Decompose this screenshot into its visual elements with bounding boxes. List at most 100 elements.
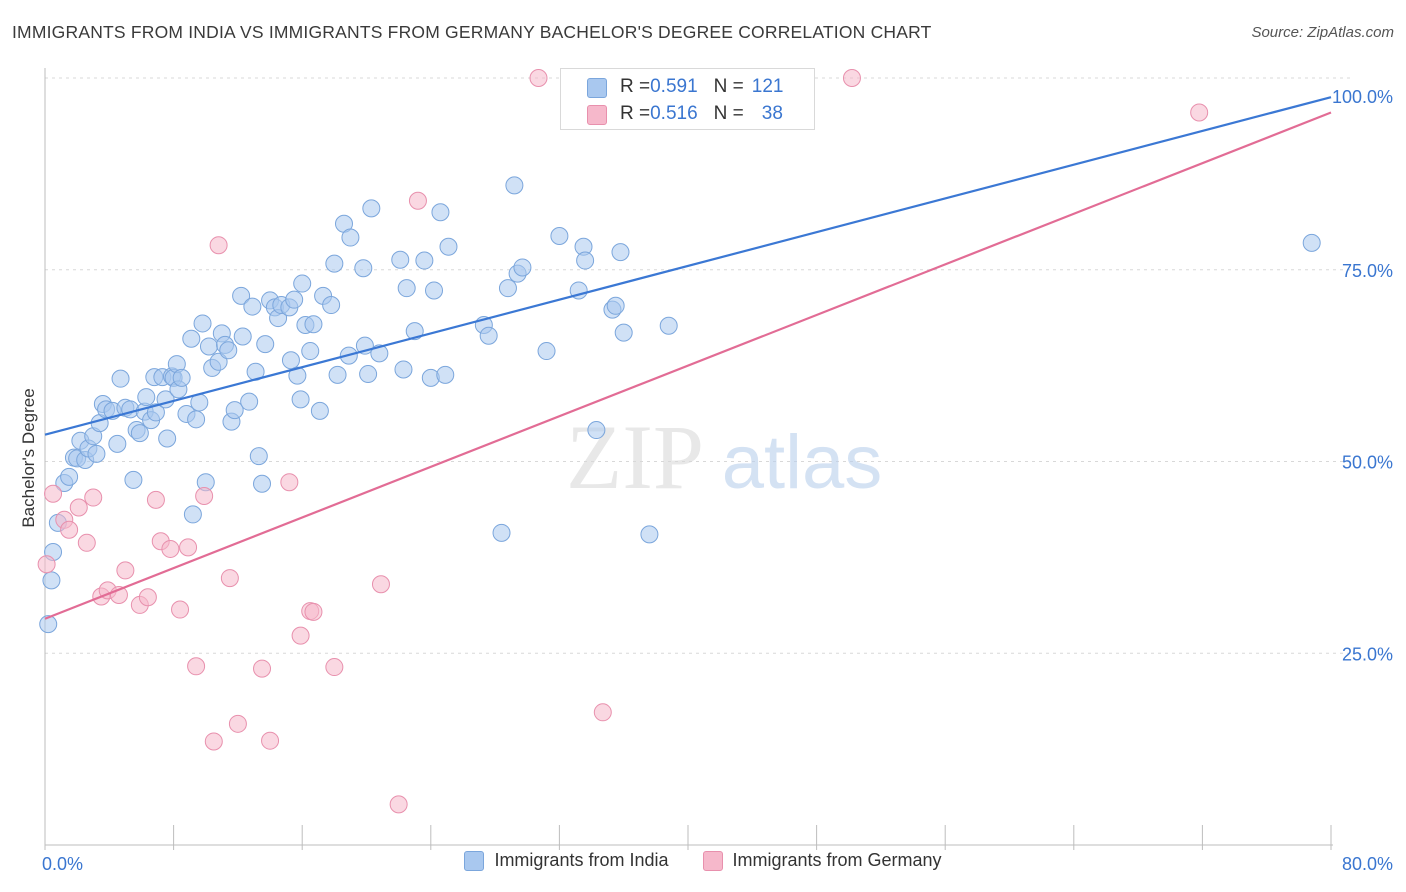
germany-point (69, 498, 88, 517)
legend-label-india: Immigrants from India (494, 850, 669, 870)
germany-point (389, 795, 408, 814)
india-point (183, 505, 202, 524)
india-n-label: N = (713, 76, 744, 97)
india-point (614, 323, 633, 342)
legend-swatch-germany (702, 850, 723, 871)
germany-point (138, 588, 157, 607)
india-point (587, 421, 606, 440)
india-point (397, 279, 416, 298)
india-point (199, 337, 218, 356)
india-point (87, 444, 106, 463)
germany-point (253, 659, 272, 678)
germany-point (261, 731, 280, 750)
chart-title: IMMIGRANTS FROM INDIA VS IMMIGRANTS FROM… (12, 22, 932, 42)
india-point (249, 447, 268, 466)
germany-n-label: N = (713, 103, 744, 124)
india-point (108, 434, 127, 453)
india-point (606, 296, 625, 315)
germany-swatch (587, 105, 607, 125)
india-point (253, 474, 272, 493)
india-point (492, 523, 511, 542)
india-point (301, 342, 320, 361)
legend-item-germany: Immigrants from Germany (702, 850, 942, 871)
y-tick-label: 100.0% (1332, 87, 1393, 107)
india-point (285, 290, 304, 309)
india-point (659, 316, 678, 335)
india-point (182, 329, 201, 348)
india-point (640, 525, 659, 544)
germany-point (161, 539, 180, 558)
india-point (304, 315, 323, 334)
x-tick-label: 80.0% (1342, 854, 1393, 874)
germany-point (228, 714, 247, 733)
germany-point (60, 520, 79, 539)
india-point (505, 176, 524, 195)
india-point (146, 403, 165, 422)
y-tick-label: 25.0% (1342, 644, 1393, 664)
points-layer (37, 69, 1321, 814)
india-point (209, 352, 228, 371)
india-point (281, 351, 300, 370)
germany-point (84, 488, 103, 507)
india-point (415, 251, 434, 270)
y-tick-label: 50.0% (1342, 453, 1393, 473)
y-tick-label: 75.0% (1342, 261, 1393, 281)
india-point (39, 615, 58, 634)
chart-source: Source: ZipAtlas.com (1251, 24, 1394, 41)
india-point (405, 322, 424, 341)
india-point (293, 274, 312, 293)
germany-point (220, 569, 239, 588)
germany-n-value: 38 (761, 103, 783, 124)
india-point (341, 228, 360, 247)
germany-point (187, 657, 206, 676)
india-point (137, 388, 156, 407)
germany-point (842, 69, 861, 87)
germany-point (291, 626, 310, 645)
india-point (193, 314, 212, 333)
germany-point (179, 538, 198, 557)
india-point (124, 470, 143, 489)
india-point (291, 390, 310, 409)
germany-point (304, 602, 323, 621)
india-point (513, 258, 532, 277)
germany-r-label: R = (620, 103, 651, 124)
india-point (325, 254, 344, 273)
stats-row-india: R = 0.591 N = 121 (587, 76, 783, 98)
india-point (479, 326, 498, 345)
labels-layer: 25.0% 50.0% 75.0% 100.0% 0.0% 80.0% (42, 87, 1393, 874)
india-point (225, 401, 244, 420)
india-point (498, 279, 517, 298)
germany-r-value: 0.516 (650, 103, 698, 124)
trend-layer (44, 96, 1332, 620)
india-point (256, 335, 275, 354)
india-point (219, 341, 238, 360)
germany-point (116, 561, 135, 580)
germany-point (146, 490, 165, 509)
y-axis-label: Bachelor's Degree (19, 388, 38, 527)
watermark-atlas: atlas (722, 420, 883, 505)
germany-point (280, 473, 299, 492)
germany-point (77, 533, 96, 552)
india-point (310, 401, 329, 420)
germany-point (195, 487, 214, 506)
germany-point (408, 191, 427, 210)
grid-layer (45, 77, 1351, 654)
germany-point (171, 600, 190, 619)
india-point (425, 281, 444, 300)
india-n-value: 121 (751, 76, 784, 97)
india-point (611, 243, 630, 262)
india-point (158, 429, 177, 448)
india-point (391, 250, 410, 269)
india-point (243, 297, 262, 316)
germany-point (209, 236, 228, 255)
india-point (576, 251, 595, 270)
india-point (359, 365, 378, 384)
india-point (130, 424, 149, 443)
india-point (1302, 233, 1321, 252)
india-r-value: 0.591 (650, 76, 698, 97)
legend-item-india: Immigrants from India (464, 850, 669, 871)
germany-point (204, 732, 223, 751)
india-point (42, 571, 61, 590)
watermark: ZIP atlas (566, 406, 882, 508)
germany-trend-line (44, 111, 1332, 620)
